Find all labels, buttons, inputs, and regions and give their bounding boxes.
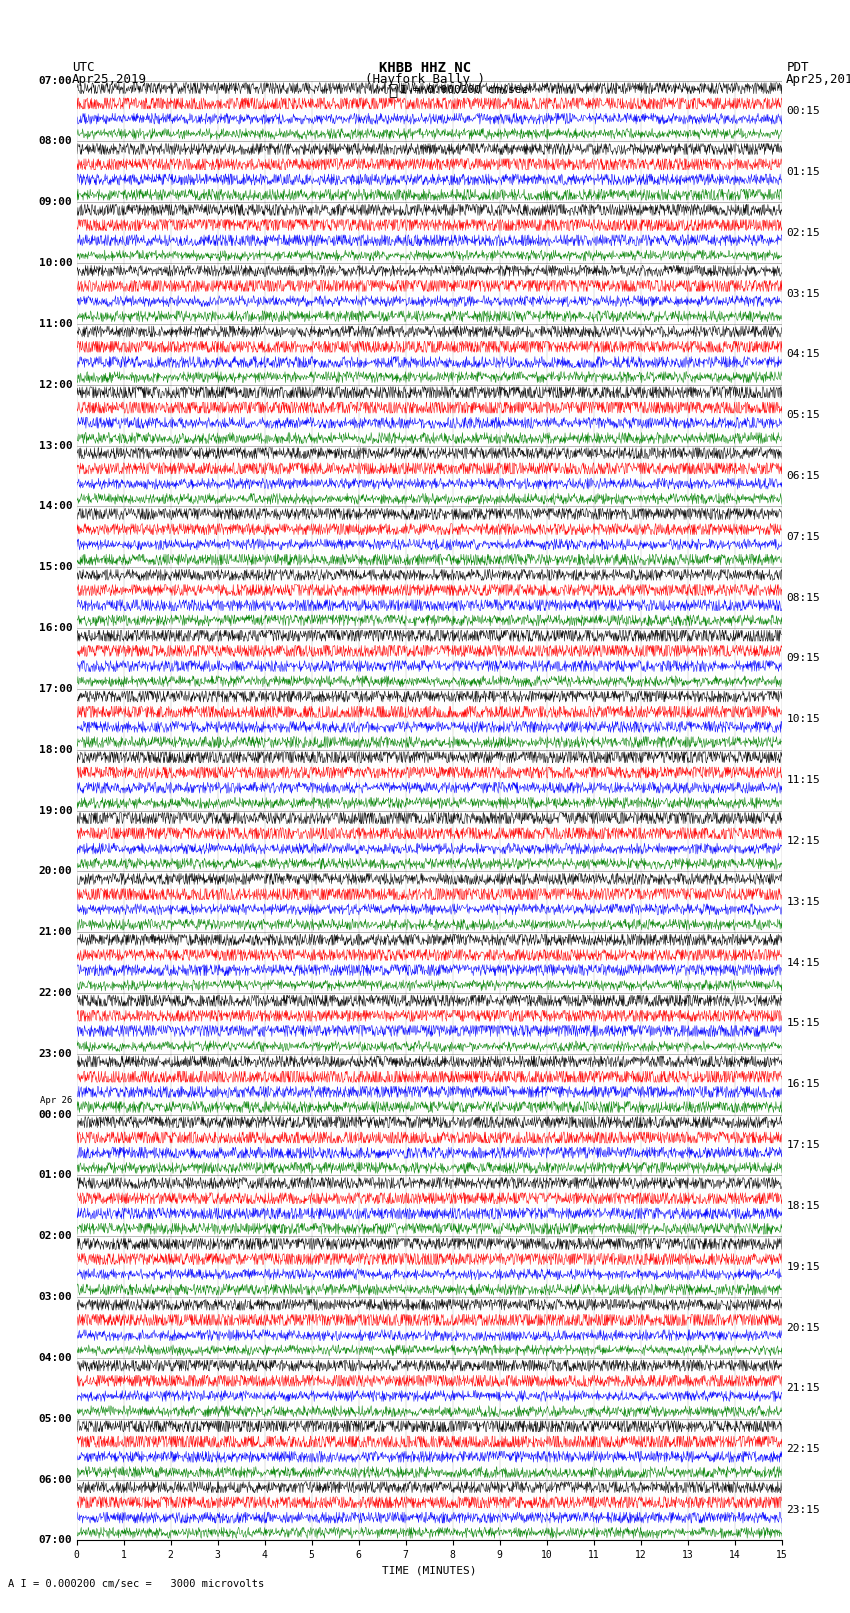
Text: Apr25,2019: Apr25,2019 [786, 73, 850, 85]
X-axis label: TIME (MINUTES): TIME (MINUTES) [382, 1566, 477, 1576]
Text: 12:15: 12:15 [786, 836, 820, 845]
Text: PDT: PDT [786, 61, 808, 74]
Text: 00:00: 00:00 [38, 1110, 72, 1119]
Text: 14:00: 14:00 [38, 502, 72, 511]
Text: 16:00: 16:00 [38, 623, 72, 632]
Text: 20:00: 20:00 [38, 866, 72, 876]
Text: 09:15: 09:15 [786, 653, 820, 663]
Text: Apr25,2019: Apr25,2019 [72, 73, 147, 85]
Text: 11:15: 11:15 [786, 776, 820, 786]
Text: 03:00: 03:00 [38, 1292, 72, 1302]
Text: ⎹: ⎹ [388, 82, 397, 98]
Text: 05:00: 05:00 [38, 1413, 72, 1424]
Text: 13:15: 13:15 [786, 897, 820, 907]
Text: 01:15: 01:15 [786, 166, 820, 177]
Text: 21:00: 21:00 [38, 927, 72, 937]
Text: 02:15: 02:15 [786, 227, 820, 237]
Text: 19:15: 19:15 [786, 1261, 820, 1271]
Text: 11:00: 11:00 [38, 319, 72, 329]
Text: 13:00: 13:00 [38, 440, 72, 450]
Text: 07:00: 07:00 [38, 76, 72, 85]
Text: 17:00: 17:00 [38, 684, 72, 694]
Text: 12:00: 12:00 [38, 379, 72, 390]
Text: 10:15: 10:15 [786, 715, 820, 724]
Text: 07:15: 07:15 [786, 532, 820, 542]
Text: 15:15: 15:15 [786, 1018, 820, 1029]
Text: 00:15: 00:15 [786, 106, 820, 116]
Text: 10:00: 10:00 [38, 258, 72, 268]
Text: A I = 0.000200 cm/sec =   3000 microvolts: A I = 0.000200 cm/sec = 3000 microvolts [8, 1579, 264, 1589]
Text: 14:15: 14:15 [786, 958, 820, 968]
Text: KHBB HHZ NC: KHBB HHZ NC [379, 61, 471, 74]
Text: 08:15: 08:15 [786, 592, 820, 603]
Text: 05:15: 05:15 [786, 410, 820, 419]
Text: 18:15: 18:15 [786, 1202, 820, 1211]
Text: 20:15: 20:15 [786, 1323, 820, 1332]
Text: 03:15: 03:15 [786, 289, 820, 298]
Text: 01:00: 01:00 [38, 1171, 72, 1181]
Text: 08:00: 08:00 [38, 137, 72, 147]
Text: 09:00: 09:00 [38, 197, 72, 208]
Text: 06:15: 06:15 [786, 471, 820, 481]
Text: 18:00: 18:00 [38, 745, 72, 755]
Text: 07:00: 07:00 [38, 1536, 72, 1545]
Text: UTC: UTC [72, 61, 94, 74]
Text: 23:15: 23:15 [786, 1505, 820, 1515]
Text: 22:00: 22:00 [38, 989, 72, 998]
Text: I = 0.000200 cm/sec: I = 0.000200 cm/sec [400, 85, 528, 95]
Text: 15:00: 15:00 [38, 563, 72, 573]
Text: 04:15: 04:15 [786, 350, 820, 360]
Text: 23:00: 23:00 [38, 1048, 72, 1058]
Text: 16:15: 16:15 [786, 1079, 820, 1089]
Text: 04:00: 04:00 [38, 1353, 72, 1363]
Text: 17:15: 17:15 [786, 1140, 820, 1150]
Text: Apr 26: Apr 26 [40, 1095, 72, 1105]
Text: 06:00: 06:00 [38, 1474, 72, 1484]
Text: (Hayfork Bally ): (Hayfork Bally ) [365, 73, 485, 85]
Text: 22:15: 22:15 [786, 1444, 820, 1455]
Text: 19:00: 19:00 [38, 805, 72, 816]
Text: 02:00: 02:00 [38, 1231, 72, 1242]
Text: 21:15: 21:15 [786, 1384, 820, 1394]
